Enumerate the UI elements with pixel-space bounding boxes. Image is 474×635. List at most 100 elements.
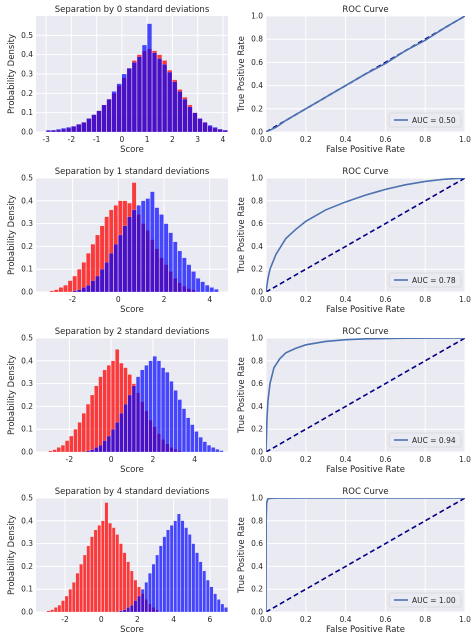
histogram-bar: [144, 582, 149, 612]
positive-class-bars: [85, 356, 224, 452]
x-axis-label: False Positive Rate: [326, 465, 405, 475]
x-tick-label: 0.8: [419, 455, 431, 464]
y-tick-label: 0.4: [21, 356, 33, 365]
y-tick-label: 0.2: [251, 585, 263, 594]
histogram-bar: [46, 610, 51, 612]
histogram-bar: [102, 369, 107, 452]
x-tick-label: 0.8: [419, 135, 431, 144]
x-tick-label: 0.0: [260, 295, 272, 304]
histogram-bar: [184, 527, 188, 612]
histogram-bar: [140, 369, 145, 452]
histogram-bar: [224, 607, 228, 612]
histogram-bar: [152, 52, 157, 132]
histogram-panel-0: -3 -2 -1 0 1 2 3 4 0.0 0.1 0.2 0.3 0.4 0.5 Score Probab…: [7, 5, 228, 155]
histogram-bar: [131, 62, 137, 132]
histogram-bar: [104, 502, 109, 612]
y-tick-label: 0.3: [21, 70, 33, 79]
histogram-bar: [115, 422, 120, 452]
histogram-bar: [159, 545, 163, 612]
histogram-bar: [121, 73, 127, 132]
y-tick-label: 0.4: [251, 242, 263, 251]
x-tick-label: 1.0: [459, 295, 471, 304]
histogram-bar: [220, 603, 225, 612]
histogram-bar: [148, 360, 153, 452]
legend: AUC = 0.78: [388, 272, 462, 288]
y-tick-label: 0.0: [251, 608, 263, 617]
histogram-bar: [127, 394, 132, 452]
histogram-bar: [202, 122, 208, 132]
histogram-bar: [212, 127, 218, 132]
histogram-bar: [147, 23, 152, 132]
histogram-bar: [144, 365, 149, 452]
histogram-bar: [102, 440, 107, 452]
histogram-bar: [130, 605, 134, 612]
histogram-bar: [106, 435, 111, 452]
y-tick-label: 0.2: [251, 104, 263, 113]
positive-class-bars: [46, 23, 228, 132]
histogram-bar: [166, 529, 170, 612]
roc-curve-line: [266, 498, 465, 612]
plot-area: [266, 498, 465, 612]
histogram-bar: [206, 579, 210, 612]
histogram-bar: [202, 441, 207, 452]
x-tick-label: -2: [68, 135, 76, 144]
histogram-bar: [72, 582, 76, 612]
histogram-bar: [167, 71, 173, 132]
y-tick-label: 0.1: [21, 425, 33, 434]
histogram-bar: [75, 573, 80, 612]
histogram-bar: [126, 68, 132, 132]
histogram-bar: [163, 223, 169, 292]
histogram-bar: [214, 289, 219, 292]
histogram-bar: [58, 287, 64, 292]
y-tick-label: 0.4: [21, 196, 33, 205]
y-tick-label: 0.6: [251, 58, 263, 67]
histogram-bar: [91, 114, 97, 132]
plot-area: [49, 182, 219, 292]
histogram-bar: [122, 609, 127, 612]
histogram-bar: [48, 450, 53, 452]
histogram-bar: [159, 214, 164, 292]
y-tick-label: 1.0: [251, 334, 263, 343]
histogram-bar: [56, 129, 61, 132]
histogram-bar: [54, 607, 58, 612]
histogram-bar: [205, 285, 210, 292]
histogram-bar: [90, 280, 96, 292]
histogram-bar: [72, 275, 77, 292]
y-tick-label: 0.1: [21, 108, 33, 117]
x-tick-label: 6: [207, 615, 212, 624]
y-axis-label: True Positive Rate: [237, 36, 247, 113]
histogram-bar: [217, 129, 223, 132]
x-tick-label: 0: [109, 455, 114, 464]
histogram-bar: [111, 527, 116, 612]
y-tick-label: 0.3: [21, 379, 33, 388]
histogram-bar: [67, 280, 73, 292]
histogram-bar: [130, 570, 134, 612]
x-tick-label: 0.2: [300, 615, 312, 624]
y-tick-label: 0.2: [21, 89, 33, 98]
histogram-bar: [177, 250, 182, 292]
legend-label: AUC = 0.94: [412, 436, 456, 445]
y-tick-label: 0.0: [251, 128, 263, 137]
histogram-bar: [57, 605, 62, 612]
x-axis-label: Score: [120, 625, 144, 635]
histogram-bar: [95, 275, 100, 292]
plot-area: [266, 338, 465, 452]
histogram-panel-6: -2 0 2 4 6 0.0 0.1 0.2 0.3 0.4 0.5 Score Probability…: [7, 487, 228, 635]
y-axis-label: True Positive Rate: [237, 197, 247, 274]
histogram-bar: [61, 128, 67, 132]
histogram-bar: [211, 447, 216, 452]
histogram-bar: [156, 360, 161, 452]
histogram-bar: [101, 520, 105, 612]
y-tick-label: 1.0: [251, 174, 263, 183]
y-tick-label: 0.2: [21, 562, 33, 571]
panel-title: Separation by 1 standard deviations: [55, 167, 210, 177]
histogram-bar: [136, 205, 141, 292]
y-axis-label: True Positive Rate: [237, 357, 247, 434]
histogram-bar: [180, 520, 185, 612]
x-tick-label: 0.4: [340, 135, 352, 144]
histogram-bar: [200, 281, 205, 292]
histogram-bar: [150, 191, 155, 292]
histogram-bar: [99, 269, 105, 292]
x-tick-label: 0.4: [340, 455, 352, 464]
roc-panel-5: 0.0 0.2 0.4 0.6 0.8 1.0 0.0 0.2 0.4 0.6 0.8 1.0 Fals…: [237, 327, 471, 475]
